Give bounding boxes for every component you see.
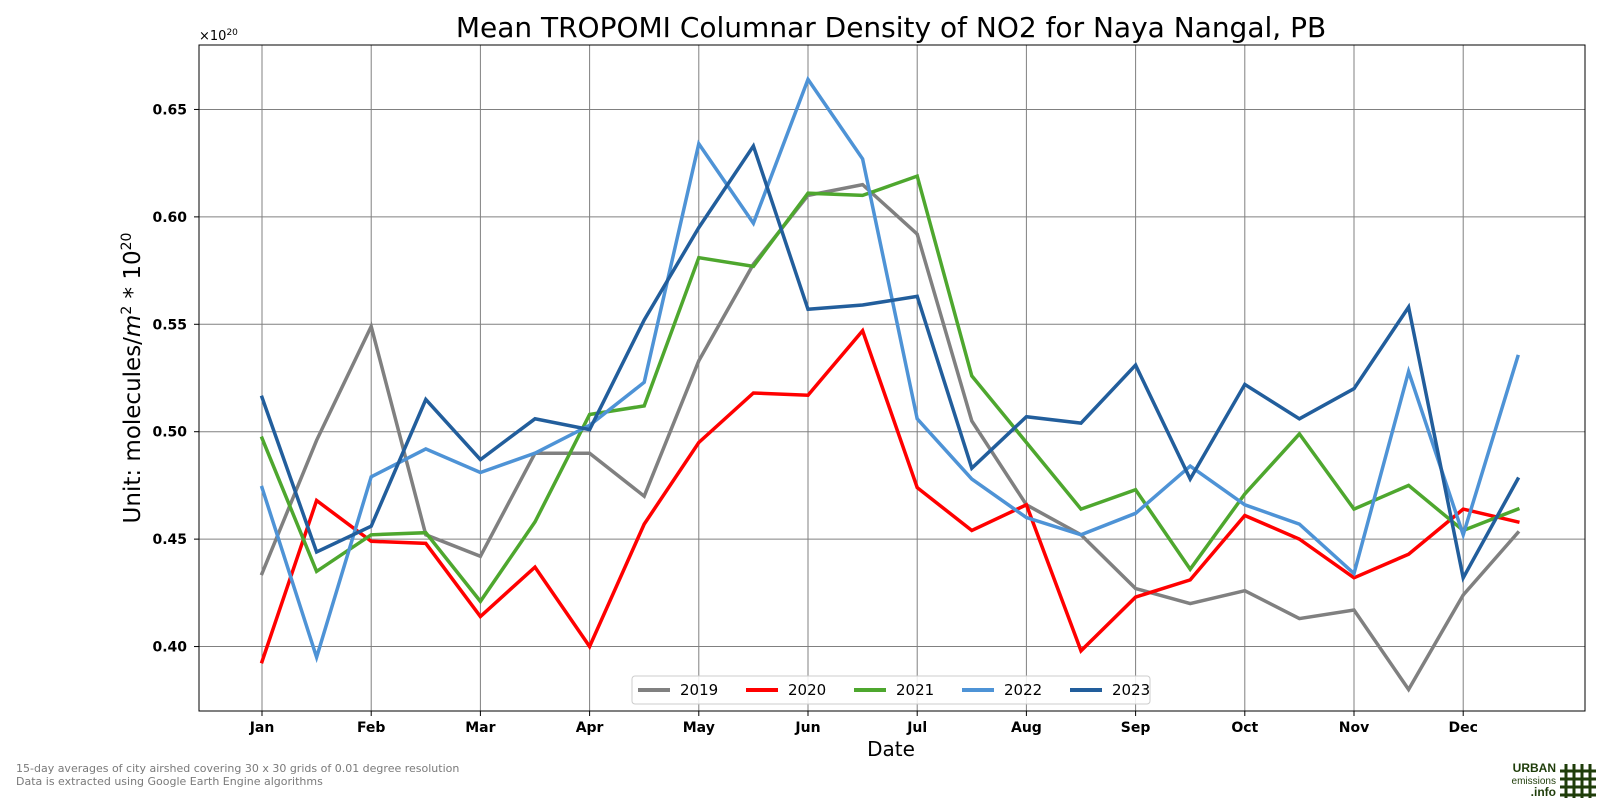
y-axis-multiplier: ×1020 <box>199 28 238 44</box>
y-tick-label: 0.65 <box>152 102 187 118</box>
x-axis-label: Date <box>867 737 915 761</box>
footnote: 15-day averages of city airshed covering… <box>16 762 459 788</box>
series-line-2019 <box>259 182 1521 693</box>
series-line-2020 <box>259 327 1520 664</box>
grid <box>199 45 1585 711</box>
x-tick-label: Jul <box>906 720 927 736</box>
x-tick-label: Apr <box>576 720 604 736</box>
y-axis-label: Unit: molecules/m2 * 1020 <box>119 233 146 524</box>
series-line-2021 <box>259 173 1521 605</box>
legend-label-2022: 2022 <box>1004 681 1042 699</box>
series-lines <box>259 75 1521 693</box>
x-tick-label: Mar <box>465 720 495 736</box>
x-tick-label: Feb <box>357 720 386 736</box>
x-tick-label: Dec <box>1448 720 1477 736</box>
x-tick-label: Jan <box>249 720 275 736</box>
legend: 2019 2020 2021 2022 2023 <box>631 675 1151 705</box>
logo-text-urban: URBAN <box>1512 761 1556 775</box>
y-axis-ticks: 0.40 0.45 0.50 0.55 0.60 0.65 <box>152 102 199 656</box>
legend-box <box>631 675 1151 705</box>
logo-text-info: .info <box>1530 785 1556 799</box>
footnote-line-1: 15-day averages of city airshed covering… <box>16 762 460 775</box>
x-tick-label: Sep <box>1121 720 1151 736</box>
y-tick-label: 0.50 <box>152 425 187 441</box>
legend-label-2021: 2021 <box>896 681 934 699</box>
legend-label-2019: 2019 <box>680 681 718 699</box>
y-tick-label: 0.55 <box>152 317 187 333</box>
x-tick-label: Jun <box>794 720 820 736</box>
logo-text-emissions: emissions <box>1511 776 1556 787</box>
grid-hash-icon <box>1560 764 1596 798</box>
x-tick-label: Nov <box>1339 720 1369 736</box>
x-tick-label: Aug <box>1011 720 1042 736</box>
y-tick-label: 0.40 <box>152 640 187 656</box>
y-tick-label: 0.45 <box>152 532 187 548</box>
chart-title: Mean TROPOMI Columnar Density of NO2 for… <box>456 11 1326 44</box>
series-line-2022 <box>259 75 1520 664</box>
urban-emissions-logo: URBAN emissions .info <box>1498 762 1598 800</box>
legend-label-2020: 2020 <box>788 681 826 699</box>
y-tick-label: 0.60 <box>152 210 187 226</box>
legend-label-2023: 2023 <box>1112 681 1150 699</box>
series-line-2023 <box>259 142 1521 583</box>
footnote-line-2: Data is extracted using Google Earth Eng… <box>16 775 323 788</box>
x-axis-ticks: Jan Feb Mar Apr May Jun Jul Aug Sep Oct Nov Dec <box>249 711 1478 736</box>
x-tick-label: May <box>683 720 715 736</box>
x-tick-label: Oct <box>1231 720 1258 736</box>
plot-frame <box>198 44 1586 712</box>
